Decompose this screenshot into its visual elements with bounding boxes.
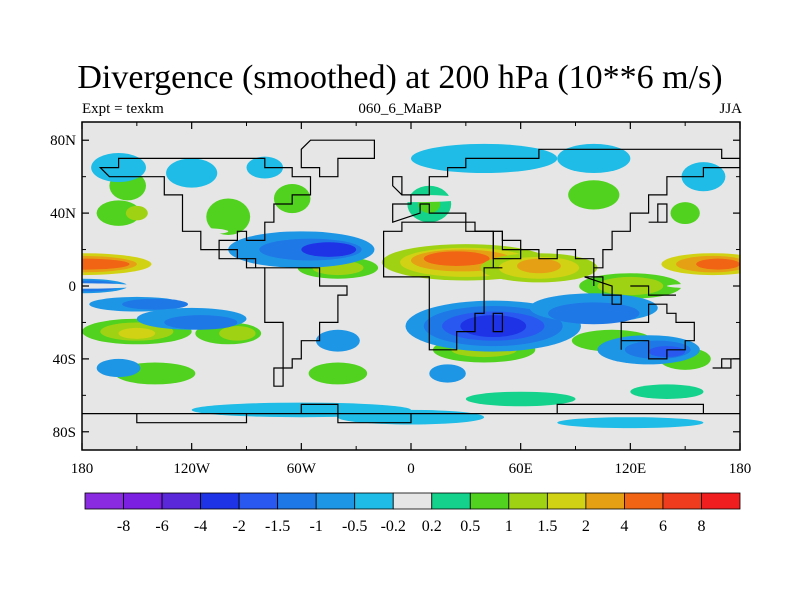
contour-region xyxy=(630,384,704,399)
coastline xyxy=(300,139,375,178)
contour-region xyxy=(429,364,466,383)
colorbar-label: 8 xyxy=(697,518,705,535)
plot-title: Divergence (smoothed) at 200 hPa (10**6 … xyxy=(77,59,723,96)
colorbar-swatch xyxy=(392,492,433,510)
contour-region xyxy=(423,251,490,266)
colorbar-swatch xyxy=(238,492,279,510)
coastline xyxy=(630,285,676,296)
contour-region xyxy=(548,302,640,325)
colorbar-label: 4 xyxy=(620,518,628,535)
colorbar-label: 6 xyxy=(659,518,667,535)
coastline xyxy=(392,176,411,196)
experiment-label: Expt = texkm xyxy=(82,101,164,117)
contour-gap xyxy=(666,283,740,289)
contour-region xyxy=(557,143,631,174)
contour-region xyxy=(308,362,368,385)
lon-tick-label: 60W xyxy=(287,461,317,477)
colorbar-swatch xyxy=(508,492,548,510)
lat-tick-label: 80N xyxy=(50,133,76,149)
colorbar-swatch xyxy=(585,492,625,510)
colorbar-swatch xyxy=(161,492,201,510)
colorbar-label: -2 xyxy=(232,518,245,535)
lon-tick-label: 0 xyxy=(407,461,415,477)
lat-tick-label: 0 xyxy=(69,279,77,295)
contour-region xyxy=(82,258,130,270)
lon-tick-label: 60E xyxy=(509,461,533,477)
colorbar-swatch xyxy=(84,492,124,510)
contour-region xyxy=(465,391,576,407)
lon-tick-label: 120W xyxy=(173,461,211,477)
lon-tick-label: 120E xyxy=(614,461,646,477)
contour-region xyxy=(568,180,620,210)
contour-region xyxy=(125,205,148,221)
colorbar-swatch xyxy=(624,492,664,510)
season-label: JJA xyxy=(719,101,742,117)
colorbar-label: 0.2 xyxy=(422,518,442,535)
case-label: 060_6_MaBP xyxy=(358,101,442,117)
colorbar-label: -8 xyxy=(117,518,130,535)
coastline xyxy=(98,157,312,269)
lon-tick-label: 180 xyxy=(729,461,752,477)
colorbar-swatch xyxy=(546,492,587,510)
colorbar-swatch xyxy=(277,492,317,510)
contour-region xyxy=(96,358,141,378)
coastline xyxy=(264,267,348,387)
lon-tick-label: 180 xyxy=(71,461,94,477)
colorbar-swatch xyxy=(123,492,163,510)
colorbar-label: -4 xyxy=(194,518,207,535)
colorbar-swatch xyxy=(354,492,394,510)
contour-region xyxy=(670,202,700,225)
lat-tick-label: 40N xyxy=(50,206,76,222)
colorbar-label: -1.5 xyxy=(265,518,290,535)
coastline xyxy=(712,358,740,369)
contour-region xyxy=(219,326,256,341)
colorbar-label: 1.5 xyxy=(537,518,557,535)
contour-gap xyxy=(82,283,137,289)
colorbar-label: -0.5 xyxy=(342,518,367,535)
contour-region xyxy=(118,327,156,339)
coastline xyxy=(620,303,695,360)
contour-region xyxy=(517,258,561,274)
colorbar-label: -0.2 xyxy=(381,518,406,535)
colorbar-swatch xyxy=(469,492,510,510)
contour-region xyxy=(315,329,360,352)
colorbar-label: -6 xyxy=(155,518,168,535)
contour-region xyxy=(206,198,251,235)
contour-region xyxy=(696,258,740,270)
contour-region xyxy=(166,158,218,188)
lat-tick-label: 40S xyxy=(53,352,76,368)
contour-region xyxy=(557,417,704,429)
colorbar-swatch xyxy=(701,492,741,510)
colorbar-label: -1 xyxy=(310,518,323,535)
lat-tick-label: 80S xyxy=(53,425,76,441)
coastline xyxy=(475,230,522,260)
colorbar-swatch xyxy=(315,492,356,510)
coastline xyxy=(82,403,740,424)
colorbar-swatch xyxy=(431,492,471,510)
colorbar-label: 1 xyxy=(505,518,513,535)
coastline xyxy=(584,276,622,305)
contour-region xyxy=(96,200,141,226)
coastline xyxy=(492,312,503,333)
contour-region xyxy=(301,242,357,257)
coastline xyxy=(648,203,668,223)
contour-region xyxy=(122,298,189,310)
colorbar-label: 0.5 xyxy=(460,518,480,535)
colorbar-swatch xyxy=(200,492,240,510)
colorbar-label: 2 xyxy=(582,518,590,535)
colorbar-swatch xyxy=(662,492,702,510)
contour-region xyxy=(164,315,238,330)
